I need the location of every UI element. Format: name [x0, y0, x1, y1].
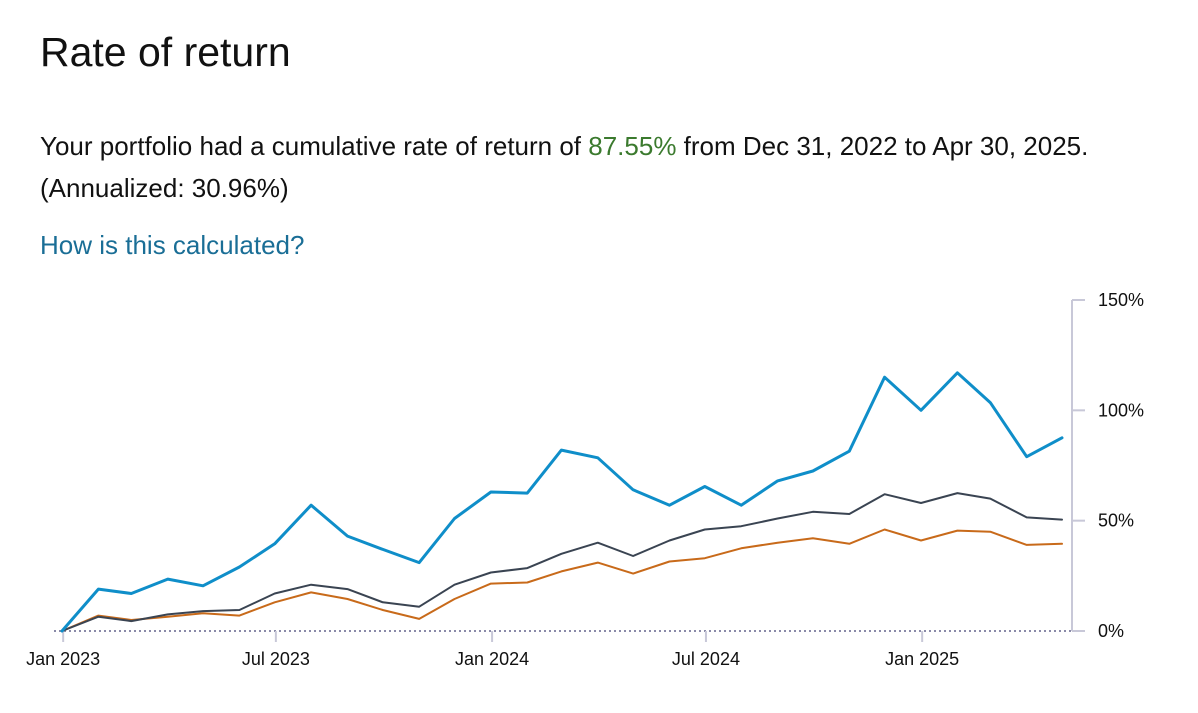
series-line-2 — [61, 492, 1063, 632]
y-tick-label: 50% — [1098, 511, 1134, 531]
y-tick-label: 150% — [1098, 290, 1144, 310]
summary-text-after: from Dec 31, 2022 to Apr 30, 2025. (Annu… — [40, 131, 1089, 203]
chart-tick-labels: 0% 50% 100% 150% Jan 2023 Jul 2023 Jan 2024 Jul… — [26, 290, 1144, 669]
how-calculated-link[interactable]: How is this calculated? — [40, 230, 305, 260]
x-tick-label: Jan 2024 — [455, 649, 529, 669]
y-tick-label: 100% — [1098, 400, 1144, 420]
x-tick-label: Jan 2023 — [26, 649, 100, 669]
cumulative-return-value: 87.55% — [588, 131, 677, 161]
chart-series — [60, 371, 1064, 633]
chart-axes — [54, 299, 1085, 642]
x-tick-label: Jul 2024 — [672, 649, 740, 669]
series-line-3 — [61, 528, 1063, 632]
series-line-1 — [60, 371, 1064, 633]
rate-of-return-chart: 0% 50% 100% 150% Jan 2023 Jul 2023 Jan 2024 Jul… — [26, 290, 1144, 669]
x-tick-label: Jan 2025 — [885, 649, 959, 669]
x-tick-label: Jul 2023 — [242, 649, 310, 669]
page-title: Rate of return — [40, 29, 291, 75]
return-summary: Your portfolio had a cumulative rate of … — [40, 125, 1170, 209]
summary-text-before: Your portfolio had a cumulative rate of … — [40, 131, 589, 161]
y-tick-label: 0% — [1098, 621, 1124, 641]
